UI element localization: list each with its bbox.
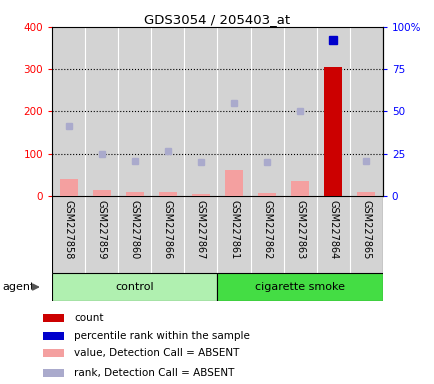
Text: GSM227858: GSM227858 — [64, 200, 73, 259]
Text: agent: agent — [3, 282, 35, 292]
Bar — [52, 27, 85, 196]
Bar — [43, 314, 64, 322]
Bar — [151, 196, 184, 273]
Bar — [43, 369, 64, 377]
Text: GSM227861: GSM227861 — [229, 200, 238, 259]
Bar — [316, 196, 349, 273]
Text: value, Detection Call = ABSENT: value, Detection Call = ABSENT — [74, 348, 239, 358]
Bar — [323, 67, 342, 196]
Bar — [217, 273, 382, 301]
Bar — [283, 196, 316, 273]
Text: GSM227867: GSM227867 — [196, 200, 205, 259]
Bar — [43, 349, 64, 358]
Text: rank, Detection Call = ABSENT: rank, Detection Call = ABSENT — [74, 368, 234, 378]
Text: control: control — [115, 282, 154, 292]
Bar — [52, 273, 217, 301]
Bar — [356, 192, 375, 196]
Bar — [118, 196, 151, 273]
Bar — [184, 27, 217, 196]
Text: GSM227860: GSM227860 — [130, 200, 139, 259]
Text: GSM227865: GSM227865 — [361, 200, 370, 259]
Text: GSM227863: GSM227863 — [295, 200, 304, 259]
Text: GSM227864: GSM227864 — [328, 200, 337, 259]
Bar — [184, 196, 217, 273]
Bar — [158, 192, 177, 196]
Text: percentile rank within the sample: percentile rank within the sample — [74, 331, 249, 341]
Text: GSM227859: GSM227859 — [97, 200, 106, 259]
Bar — [316, 27, 349, 196]
Bar — [43, 332, 64, 340]
Bar — [283, 27, 316, 196]
Bar — [257, 193, 276, 196]
Bar — [59, 179, 78, 196]
Bar — [250, 27, 283, 196]
Bar — [217, 196, 250, 273]
Bar — [349, 27, 382, 196]
Text: GSM227866: GSM227866 — [163, 200, 172, 259]
Bar — [217, 27, 250, 196]
Bar — [224, 170, 243, 196]
Text: cigarette smoke: cigarette smoke — [255, 282, 344, 292]
Bar — [151, 27, 184, 196]
Bar — [125, 192, 144, 196]
Bar — [191, 194, 210, 196]
Bar — [349, 196, 382, 273]
Text: count: count — [74, 313, 103, 323]
Bar — [85, 27, 118, 196]
Bar — [250, 196, 283, 273]
Title: GDS3054 / 205403_at: GDS3054 / 205403_at — [144, 13, 290, 26]
Bar — [118, 27, 151, 196]
Bar — [85, 196, 118, 273]
Bar — [52, 196, 85, 273]
Bar — [290, 181, 309, 196]
Bar — [92, 190, 111, 196]
Text: GSM227862: GSM227862 — [262, 200, 271, 259]
